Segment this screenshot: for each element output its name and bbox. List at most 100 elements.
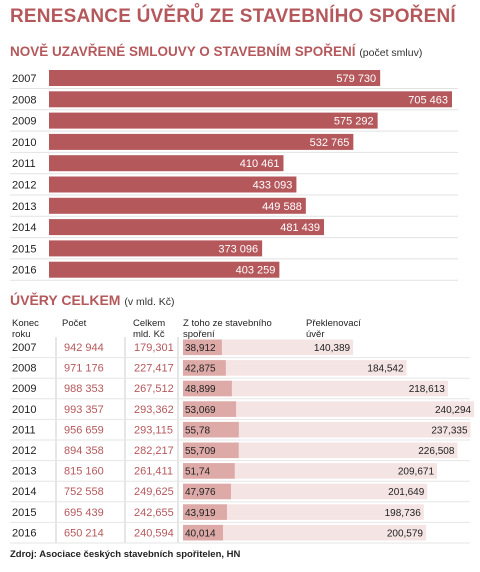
bar-value-label: 532 765 <box>310 137 350 149</box>
bar-chart-title: NOVĚ UZAVŘENÉ SMLOUVY O STAVEBNÍM SPOŘEN… <box>10 44 422 59</box>
table-year: 2015 <box>12 507 36 519</box>
bridge-loan-bar <box>183 483 428 500</box>
table-column-header: Překlenovací <box>306 318 361 329</box>
saving-loan-bar <box>183 380 232 397</box>
table-total: 261,411 <box>134 466 173 478</box>
bridge-loan-value: 226,508 <box>418 446 455 457</box>
table-count: 988 353 <box>64 383 104 395</box>
table-count: 993 357 <box>64 404 104 416</box>
bridge-loan-bar <box>183 442 458 459</box>
table-column-header: roku <box>12 329 30 340</box>
table-column-header: spoření <box>183 329 215 340</box>
bar-value-label: 575 292 <box>334 116 374 128</box>
bridge-loan-bar <box>183 504 424 520</box>
bar-category-label: 2012 <box>12 180 36 192</box>
table-year: 2010 <box>12 404 36 416</box>
table-year: 2011 <box>12 424 36 436</box>
bar-chart-unit: (počet smluv) <box>359 47 423 59</box>
table-count: 815 160 <box>64 466 104 478</box>
saving-loan-value: 55,709 <box>185 446 216 457</box>
saving-loan-bar <box>183 360 226 376</box>
bridge-loan-bar <box>183 339 354 356</box>
table-count: 650 214 <box>64 527 104 539</box>
source-note: Zdroj: Asociace českých stavebních spoři… <box>10 549 241 560</box>
bar-chart-title-text: NOVĚ UZAVŘENÉ SMLOUVY O STAVEBNÍM SPOŘEN… <box>10 44 356 59</box>
saving-loan-value: 48,899 <box>185 384 216 395</box>
bar <box>49 112 378 129</box>
table-title-text: ÚVĚRY CELKEM <box>10 292 121 308</box>
bridge-loan-bar <box>183 524 427 541</box>
table-total: 282,217 <box>134 445 174 457</box>
table-year: 2007 <box>12 342 36 354</box>
table-year: 2013 <box>12 466 36 478</box>
bar <box>49 133 354 150</box>
bridge-loan-value: 184,542 <box>367 364 404 375</box>
table-total: 293,362 <box>134 404 174 416</box>
table-total: 293,115 <box>134 424 173 436</box>
bar-value-label: 579 730 <box>336 73 376 85</box>
table-column-header: Počet <box>62 318 87 329</box>
table-total: 242,655 <box>134 507 174 519</box>
table-count: 956 659 <box>64 424 104 436</box>
table-total: 267,512 <box>134 383 174 395</box>
table-year: 2014 <box>12 486 36 498</box>
table-count: 695 439 <box>64 507 104 519</box>
table-total: 179,301 <box>134 342 174 354</box>
bridge-loan-value: 198,736 <box>385 508 422 519</box>
bridge-loan-value: 209,671 <box>398 467 435 478</box>
saving-loan-value: 42,875 <box>185 364 216 375</box>
bridge-loan-value: 218,613 <box>409 384 446 395</box>
saving-loan-bar <box>183 442 239 459</box>
table-column-header: Celkem <box>133 318 165 329</box>
bar-category-label: 2007 <box>12 73 36 85</box>
bar-value-label: 449 588 <box>262 201 302 213</box>
saving-loan-value: 53,069 <box>185 405 216 416</box>
table-column-header: úvěr <box>306 329 324 340</box>
bar-category-label: 2014 <box>12 222 36 234</box>
bridge-loan-value: 240,294 <box>435 405 472 416</box>
bar-category-label: 2013 <box>12 201 36 213</box>
saving-loan-bar <box>183 339 222 356</box>
table-column-header: mld. Kč <box>133 329 165 340</box>
table-year: 2016 <box>12 527 36 539</box>
bar <box>49 219 325 236</box>
bar-value-label: 705 463 <box>408 94 448 106</box>
bar-value-label: 403 259 <box>236 265 276 277</box>
bar <box>49 155 284 172</box>
table-year: 2009 <box>12 383 36 395</box>
bridge-loan-value: 237,335 <box>431 425 468 436</box>
saving-loan-value: 40,014 <box>185 528 216 539</box>
table-year: 2008 <box>12 363 36 375</box>
saving-loan-value: 55,78 <box>185 425 210 436</box>
saving-loan-bar <box>183 401 237 417</box>
table-count: 894 358 <box>64 445 104 457</box>
bar-category-label: 2008 <box>12 94 36 106</box>
saving-loan-value: 43,919 <box>185 508 216 519</box>
chart-title: RENESANCE ÚVĚRŮ ZE STAVEBNÍHO SPOŘENÍ <box>10 6 456 27</box>
bridge-loan-value: 201,649 <box>388 487 425 498</box>
bridge-loan-bar <box>183 421 471 438</box>
bar-category-label: 2009 <box>12 116 36 128</box>
bar-value-label: 410 461 <box>240 158 280 170</box>
bar-category-label: 2011 <box>12 158 36 170</box>
table-column-header: Konec <box>12 318 39 329</box>
table-title: ÚVĚRY CELKEM (v mld. Kč) <box>10 292 175 308</box>
bar-value-label: 481 439 <box>280 222 320 234</box>
saving-loan-value: 47,976 <box>185 487 216 498</box>
table-total: 249,625 <box>134 486 174 498</box>
bar-category-label: 2010 <box>12 137 36 149</box>
bar-category-label: 2015 <box>12 243 36 255</box>
table-year: 2012 <box>12 445 36 457</box>
table-unit: (v mld. Kč) <box>124 296 175 308</box>
bar <box>49 261 280 278</box>
table-total: 227,417 <box>134 363 174 375</box>
table-column-header: Z toho ze stavebního <box>183 318 272 329</box>
bar-category-label: 2016 <box>12 265 36 277</box>
table-count: 942 944 <box>64 342 104 354</box>
saving-loan-bar <box>183 483 231 500</box>
bridge-loan-bar <box>183 463 438 479</box>
saving-loan-bar <box>183 504 227 520</box>
bar <box>49 240 263 257</box>
saving-loan-bar <box>183 421 239 438</box>
